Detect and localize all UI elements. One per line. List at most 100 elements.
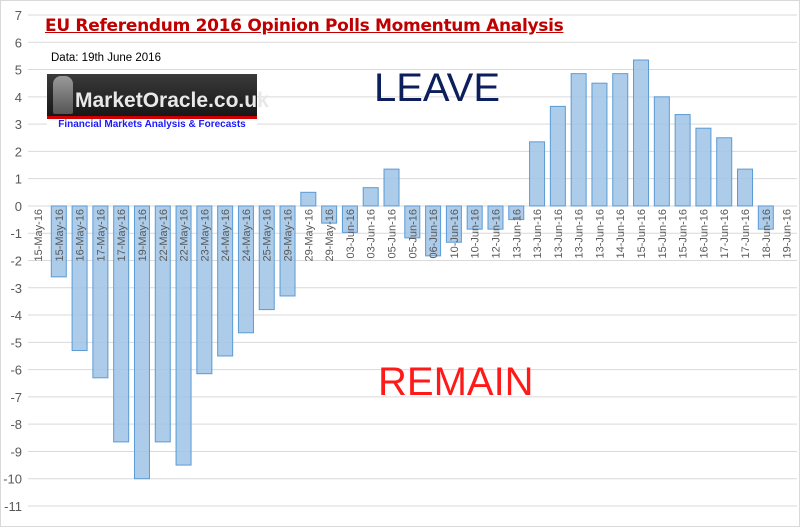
- bar: [404, 205, 421, 239]
- bar: [612, 73, 629, 207]
- bar: [300, 191, 317, 207]
- bar: [50, 205, 67, 278]
- x-tick-label: 15-Jun-16: [657, 209, 669, 259]
- bar: [341, 205, 358, 233]
- x-tick-label: 15-Jun-16: [678, 209, 690, 259]
- leave-annotation: LEAVE: [374, 66, 500, 110]
- bar: [217, 205, 234, 357]
- y-tick-label: 5: [15, 63, 22, 78]
- y-tick-label: 6: [15, 35, 22, 50]
- x-tick-label: 16-May-16: [75, 209, 87, 262]
- marketoracle-logo: MarketOracle.co.uk Financial Markets Ana…: [47, 74, 269, 131]
- bar: [237, 205, 254, 334]
- x-tick-label: 22-May-16: [158, 209, 170, 262]
- x-tick-label: 17-Jun-16: [719, 209, 731, 259]
- x-tick-label: 16-Jun-16: [698, 209, 710, 259]
- bar: [529, 141, 546, 207]
- x-tick-label: 06-Jun-16: [428, 209, 440, 259]
- bar: [549, 105, 566, 207]
- x-tick-label: 18-Jun-16: [761, 209, 773, 259]
- logo-tagline: Financial Markets Analysis & Forecasts: [47, 119, 257, 131]
- x-tick-label: 14-Jun-16: [615, 209, 627, 259]
- x-tick-label: 25-May-16: [262, 209, 274, 262]
- x-tick-label: 03-Jun-16: [366, 209, 378, 259]
- bar: [383, 168, 400, 207]
- bar: [633, 59, 650, 207]
- y-tick-label: 3: [15, 117, 22, 132]
- bar: [591, 82, 608, 207]
- y-tick-label: -8: [10, 417, 22, 432]
- x-tick-label: 13-Jun-16: [594, 209, 606, 259]
- x-tick-label: 29-May-16: [283, 209, 295, 262]
- bar: [445, 205, 462, 243]
- chart-title: EU Referendum 2016 Opinion Polls Momentu…: [45, 16, 564, 36]
- bar: [175, 205, 192, 466]
- x-tick-label: 13-Jun-16: [532, 209, 544, 259]
- x-tick-label: 10-Jun-16: [449, 209, 461, 259]
- bar: [92, 205, 109, 379]
- x-tick-label: 29-May-16: [303, 209, 315, 262]
- y-tick-label: -3: [10, 281, 22, 296]
- bar: [757, 205, 774, 230]
- x-tick-label: 15-Jun-16: [636, 209, 648, 259]
- x-tick-label: 15-May-16: [33, 209, 45, 262]
- x-tick-label: 05-Jun-16: [407, 209, 419, 259]
- y-tick-label: 2: [15, 144, 22, 159]
- x-tick-label: 24-May-16: [241, 209, 253, 262]
- y-tick-label: -11: [4, 499, 22, 514]
- x-tick-label: 19-May-16: [137, 209, 149, 262]
- bar: [71, 205, 88, 352]
- bar: [362, 187, 379, 207]
- bar: [113, 205, 130, 443]
- y-tick-label: 1: [15, 172, 22, 187]
- bar: [321, 205, 338, 224]
- bar: [487, 205, 504, 230]
- bar: [695, 127, 712, 207]
- remain-annotation: REMAIN: [378, 360, 534, 404]
- logo-red-bar: [47, 116, 257, 119]
- x-tick-label: 24-May-16: [220, 209, 232, 262]
- bar: [279, 205, 296, 297]
- bar: [716, 137, 733, 207]
- x-tick-label: 17-May-16: [116, 209, 128, 262]
- bar: [133, 205, 150, 480]
- bar: [466, 205, 483, 230]
- bar: [258, 205, 275, 311]
- y-tick-label: -1: [10, 226, 22, 241]
- bar: [653, 96, 670, 207]
- x-tick-label: 03-Jun-16: [345, 209, 357, 259]
- bar: [570, 73, 587, 207]
- x-tick-label: 13-Jun-16: [553, 209, 565, 259]
- x-tick-label: 29-May-16: [324, 209, 336, 262]
- bar: [674, 114, 691, 207]
- y-tick-label: -5: [10, 335, 22, 350]
- x-tick-label: 17-Jun-16: [740, 209, 752, 259]
- x-tick-label: 22-May-16: [179, 209, 191, 262]
- x-tick-label: 13-Jun-16: [574, 209, 586, 259]
- bar: [508, 205, 525, 221]
- y-tick-label: -7: [10, 390, 22, 405]
- y-tick-label: 0: [15, 199, 22, 214]
- x-tick-label: 05-Jun-16: [387, 209, 399, 259]
- bar: [196, 205, 213, 375]
- x-tick-label: 10-Jun-16: [470, 209, 482, 259]
- bar: [425, 205, 442, 257]
- chart-subtitle: Data: 19th June 2016: [51, 52, 161, 64]
- y-tick-label: -10: [3, 472, 22, 487]
- x-tick-label: 13-Jun-16: [511, 209, 523, 259]
- x-tick-label: 12-Jun-16: [490, 209, 502, 259]
- y-tick-label: -9: [10, 444, 22, 459]
- logo-name: MarketOracle.co.uk: [75, 89, 269, 112]
- x-tick-label: 15-May-16: [54, 209, 66, 262]
- y-tick-label: -6: [10, 363, 22, 378]
- y-tick-label: -2: [10, 254, 22, 269]
- x-tick-label: 17-May-16: [95, 209, 107, 262]
- y-tick-label: 4: [15, 90, 22, 105]
- bar: [737, 168, 754, 207]
- bar: [154, 205, 171, 443]
- x-tick-label: 23-May-16: [199, 209, 211, 262]
- x-tick-label: 19-Jun-16: [782, 209, 794, 259]
- y-tick-label: 7: [15, 8, 22, 23]
- y-tick-label: -4: [10, 308, 22, 323]
